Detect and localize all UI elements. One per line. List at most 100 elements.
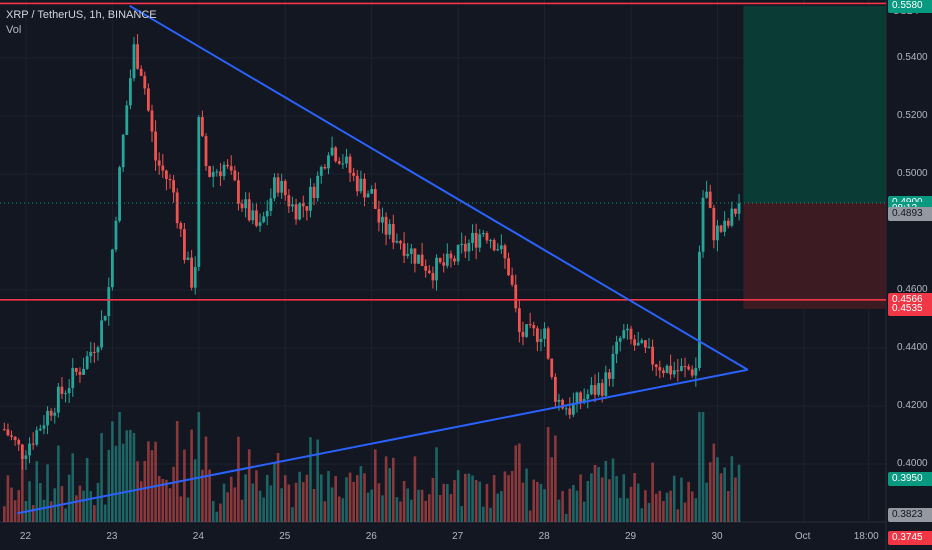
candle-body xyxy=(219,171,222,177)
volume-bar xyxy=(64,508,67,522)
volume-bars xyxy=(3,412,741,522)
candle-body xyxy=(550,358,554,377)
volume-bar xyxy=(219,503,222,522)
candle-body xyxy=(582,399,586,403)
candle-body xyxy=(708,191,712,208)
candle-body xyxy=(175,192,179,224)
candle-body xyxy=(348,156,352,173)
volume-bar xyxy=(42,499,46,522)
time-tick-label: 26 xyxy=(365,531,377,542)
volume-bar xyxy=(726,491,730,522)
volume-bar xyxy=(118,412,121,522)
candle-body xyxy=(701,197,705,252)
candle-body xyxy=(478,234,482,248)
time-tick-label: 27 xyxy=(452,531,464,542)
candle-body xyxy=(309,186,312,211)
volume-bar xyxy=(287,484,291,522)
volume-bar xyxy=(608,479,611,522)
candle-body xyxy=(510,275,514,285)
volume-bar xyxy=(554,435,557,522)
volume-bar xyxy=(687,481,690,522)
volume-bar xyxy=(179,496,183,522)
volume-bar xyxy=(539,483,543,522)
candle-body xyxy=(262,216,266,223)
volume-bar xyxy=(546,427,550,522)
candle-body xyxy=(676,370,680,372)
volume-bar xyxy=(330,487,334,522)
candle-body xyxy=(597,383,600,395)
candle-body xyxy=(258,222,262,226)
price-tick-label: 0.5200 xyxy=(897,110,928,121)
volume-bar xyxy=(114,445,118,522)
candle-body xyxy=(244,199,248,209)
volume-bar xyxy=(276,452,280,522)
volume-bar xyxy=(399,501,402,522)
candle-body xyxy=(579,392,582,403)
volume-bar xyxy=(294,482,298,522)
volume-bar xyxy=(3,506,6,522)
candle-body xyxy=(525,324,528,337)
volume-bar xyxy=(291,507,294,522)
candle-body xyxy=(607,372,611,379)
time-tick-label: 30 xyxy=(711,531,723,542)
volume-bar xyxy=(438,494,442,522)
candle-body xyxy=(337,161,341,164)
candle-body xyxy=(539,338,543,342)
price-tick-label: 0.4400 xyxy=(897,342,928,353)
candle-body xyxy=(636,342,640,346)
volume-bar xyxy=(283,475,287,522)
volume-bar xyxy=(500,491,503,522)
volume-bar xyxy=(510,470,514,522)
candle-body xyxy=(716,225,719,241)
volume-bar xyxy=(453,480,456,522)
candle-body xyxy=(42,425,46,429)
time-tick-label: Oct xyxy=(794,531,811,542)
volume-bar xyxy=(381,495,384,522)
volume-bar xyxy=(237,436,240,522)
volume-bar xyxy=(597,467,600,522)
volume-bar xyxy=(21,455,24,522)
candle-body xyxy=(705,191,709,198)
candle-body xyxy=(2,429,6,431)
volume-bar xyxy=(402,480,406,522)
chart-header: XRP / TetherUS, 1h, BINANCE Vol xyxy=(6,8,157,38)
candle-body xyxy=(327,155,330,169)
price-tick-label: 0.4200 xyxy=(897,400,928,411)
volume-bar xyxy=(446,484,449,522)
volume-bar xyxy=(431,477,435,522)
candle-body xyxy=(201,117,204,137)
volume-bar xyxy=(359,466,363,522)
volume-bar xyxy=(82,490,85,522)
volume-bar xyxy=(244,474,247,522)
candle-body xyxy=(352,172,356,176)
volume-bar xyxy=(111,421,114,522)
volume-bar xyxy=(6,475,10,522)
volume-bar xyxy=(694,498,698,522)
volume-bar xyxy=(377,483,381,522)
volume-bar xyxy=(391,457,395,522)
volume-indicator-label[interactable]: Vol xyxy=(6,24,22,36)
volume-bar xyxy=(121,443,125,522)
candle-body xyxy=(35,430,39,445)
volume-bar xyxy=(103,504,107,522)
candle-body xyxy=(665,365,669,374)
candle-body xyxy=(215,171,219,173)
volume-bar xyxy=(355,475,359,522)
volume-bar xyxy=(708,462,712,522)
volume-bar xyxy=(651,462,654,522)
candle-body xyxy=(492,240,496,251)
candle-body xyxy=(604,372,608,396)
candle-body xyxy=(489,240,492,242)
volume-bar xyxy=(683,502,687,522)
volume-bar xyxy=(690,491,694,522)
symbol-title[interactable]: XRP / TetherUS, 1h, BINANCE xyxy=(6,9,157,21)
volume-bar xyxy=(337,496,341,522)
volume-bar xyxy=(467,473,471,522)
candle-body xyxy=(553,376,557,402)
candle-body xyxy=(118,167,121,221)
candle-body xyxy=(24,455,28,459)
candle-body xyxy=(413,248,417,264)
candle-body xyxy=(53,412,57,416)
candle-body xyxy=(85,356,89,369)
